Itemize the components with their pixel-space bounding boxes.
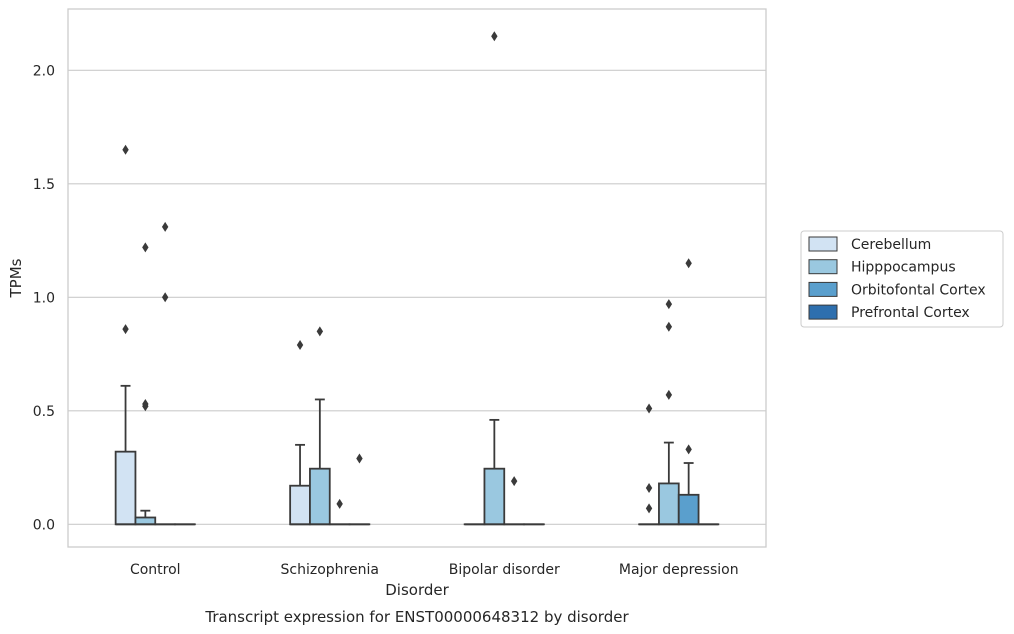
legend-label: Cerebellum: [851, 237, 931, 253]
x-tick-label: Control: [130, 562, 181, 578]
legend-swatch: [808, 259, 838, 275]
y-tick-labels: 0.0 0.5 1.0 1.5 2.0: [33, 63, 55, 533]
y-tick-label: 1.5: [33, 177, 55, 193]
legend-frame: [800, 230, 1004, 328]
x-tick-label: Schizophrenia: [281, 562, 379, 578]
x-tick-label: Major depression: [619, 562, 739, 578]
outlier-point: [356, 453, 363, 464]
outlier-point: [645, 403, 653, 414]
legend-label: Hipppocampus: [851, 260, 956, 276]
chart-caption: Transcript expression for ENST0000064831…: [204, 608, 629, 626]
x-tick-label: Bipolar disorder: [449, 562, 560, 578]
outlier-point: [142, 398, 149, 409]
box: [309, 467, 331, 526]
y-tick-label: 1.0: [33, 290, 55, 306]
box: [134, 516, 157, 526]
box: [677, 493, 700, 526]
outlier-point: [645, 482, 653, 493]
plot-area: [67, 8, 767, 548]
outlier-point: [685, 444, 692, 455]
y-axis-title: TPMs: [7, 258, 25, 298]
outlier-point: [122, 324, 129, 335]
outlier-point: [122, 144, 129, 155]
outlier-point: [645, 503, 653, 514]
legend-label: Prefrontal Cortex: [851, 305, 970, 321]
outlier-point: [685, 258, 692, 269]
outlier-point: [665, 389, 673, 400]
outlier-point: [316, 326, 324, 337]
outlier-point: [336, 498, 343, 509]
legend-swatch: [808, 304, 838, 320]
y-tick-label: 0.0: [33, 517, 55, 533]
outlier-point: [161, 221, 169, 232]
legend-swatch: [808, 236, 838, 252]
box: [289, 484, 311, 526]
legend-swatch: [808, 281, 838, 297]
outlier-point: [296, 339, 304, 350]
box: [483, 467, 506, 526]
outlier-point: [161, 292, 169, 303]
x-tick-labels: Control Schizophrenia Bipolar disorder Majo…: [130, 562, 739, 578]
outlier-point: [510, 476, 518, 487]
y-tick-label: 0.5: [33, 404, 55, 420]
box: [658, 482, 680, 526]
outlier-point: [665, 299, 673, 310]
box: [114, 450, 137, 526]
legend-label: Orbitofontal Cortex: [851, 282, 986, 298]
outlier-point: [491, 31, 498, 42]
x-axis-title: Disorder: [385, 581, 449, 599]
box-groups: [114, 31, 720, 526]
y-tick-label: 2.0: [33, 63, 55, 79]
outlier-point: [142, 242, 149, 253]
legend: Cerebellum Hipppocampus Orbitofontal Corte…: [800, 230, 1004, 328]
outlier-point: [665, 321, 673, 332]
